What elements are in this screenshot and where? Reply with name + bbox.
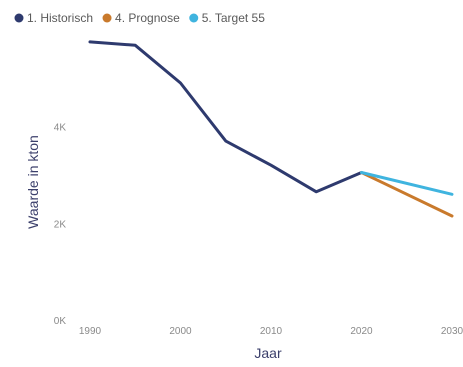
legend-label: 5. Target 55 xyxy=(202,11,265,25)
x-tick-label: 2000 xyxy=(169,326,192,337)
legend-marker xyxy=(102,13,112,23)
series-line-2 xyxy=(360,171,454,218)
legend: 1. Historisch 4. Prognose 5. Target 55 xyxy=(14,11,265,25)
x-axis-ticks: 1990 2000 2010 2020 2030 xyxy=(79,326,463,337)
x-tick-label: 2020 xyxy=(350,326,373,337)
y-tick-label: 2K xyxy=(54,219,67,230)
x-tick-label: 1990 xyxy=(79,326,102,337)
series-line-3 xyxy=(360,171,454,196)
y-tick-label: 4K xyxy=(54,123,67,134)
legend-item-3[interactable]: 5. Target 55 xyxy=(189,11,265,25)
x-axis-title: Jaar xyxy=(254,345,282,361)
legend-item-1[interactable]: 1. Historisch xyxy=(14,11,94,25)
series-lines xyxy=(88,40,454,218)
legend-label: 4. Prognose xyxy=(115,11,180,25)
x-tick-label: 2010 xyxy=(260,326,283,337)
legend-marker xyxy=(189,13,199,23)
series-line-1 xyxy=(88,40,363,194)
legend-marker xyxy=(14,13,24,23)
x-tick-label: 2030 xyxy=(441,326,463,337)
y-axis-ticks: 0K 2K 4K xyxy=(54,123,67,327)
legend-item-2[interactable]: 4. Prognose xyxy=(102,11,181,25)
y-tick-label: 0K xyxy=(54,316,67,327)
legend-label: 1. Historisch xyxy=(27,11,93,25)
y-axis-title: Waarde in kton xyxy=(25,135,41,229)
